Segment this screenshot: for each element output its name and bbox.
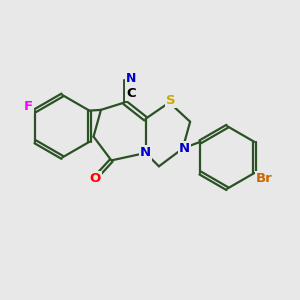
Text: F: F xyxy=(23,100,33,113)
Text: Br: Br xyxy=(256,172,272,185)
Text: N: N xyxy=(140,146,151,160)
Text: S: S xyxy=(166,94,175,106)
Text: N: N xyxy=(178,142,190,155)
Text: N: N xyxy=(126,72,136,85)
Text: O: O xyxy=(89,172,100,185)
Text: C: C xyxy=(127,87,136,101)
